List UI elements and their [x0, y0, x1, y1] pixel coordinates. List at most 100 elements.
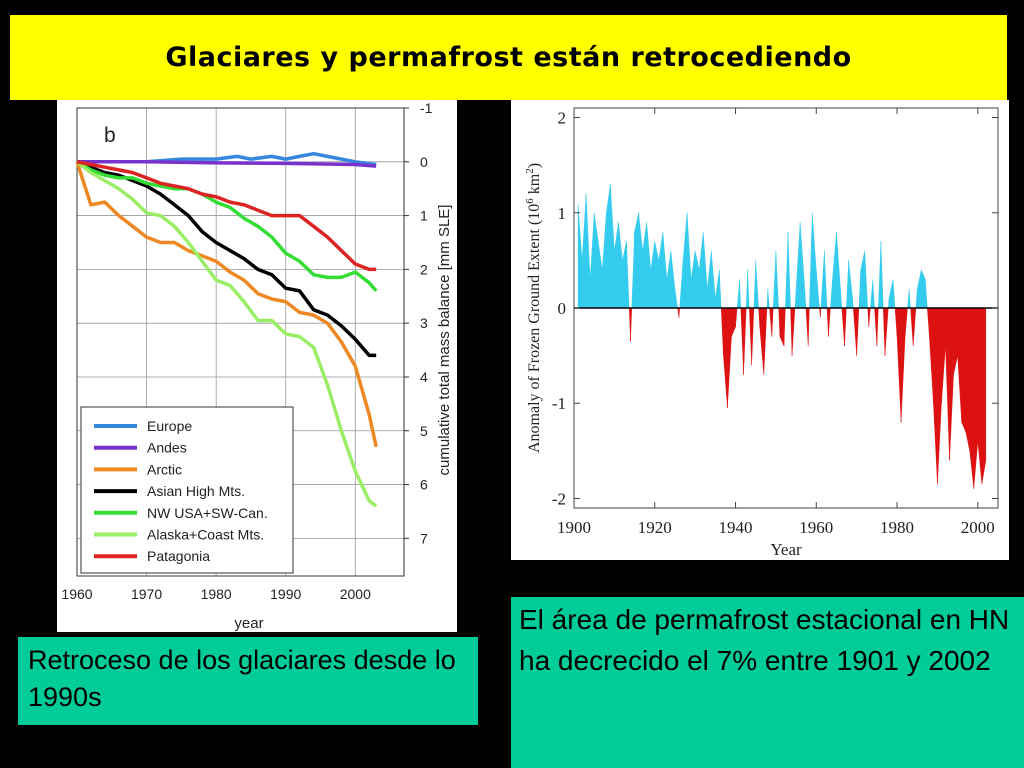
positive-anomaly-area [745, 269, 748, 309]
glacier-mass-balance-chart: b -1 0 1 2 3 4 5 6 7 1960 1970 1980 1990 2000 year c… [57, 100, 457, 632]
positive-anomaly-area [888, 279, 894, 309]
plot-frame [76, 107, 405, 577]
x-tick-label: 1960 [799, 518, 833, 537]
panel-label: b [104, 124, 116, 147]
negative-anomaly-area [937, 307, 942, 485]
x-tick-label: 1970 [131, 586, 162, 602]
negative-anomaly-area [720, 307, 724, 356]
positive-anomaly-area [870, 279, 874, 309]
negative-anomaly-area [826, 307, 829, 337]
positive-anomaly-area [915, 288, 918, 309]
negative-anomaly-area [783, 307, 786, 347]
positive-anomaly-area [816, 269, 820, 309]
legend-label: Patagonia [147, 548, 210, 564]
negative-anomaly-area [628, 307, 631, 342]
positive-anomaly-area [674, 288, 678, 309]
negative-anomaly-area [791, 307, 796, 356]
negative-anomaly-area [771, 307, 774, 337]
positive-anomaly-area [892, 279, 896, 309]
x-tick-label: 1980 [201, 586, 232, 602]
negative-anomaly-area [913, 307, 917, 347]
x-tick-labels: 1960 1970 1980 1990 2000 [61, 586, 371, 602]
positive-anomaly-area [581, 193, 587, 309]
negative-anomaly-area [927, 307, 930, 337]
series-line-arctic [75, 161, 378, 448]
positive-anomaly-area [852, 298, 854, 309]
negative-anomaly-area [965, 307, 970, 451]
positive-anomaly-area [690, 250, 696, 309]
negative-anomaly-area [969, 307, 974, 489]
y-tick-labels: 2 1 0 -1 -2 [552, 109, 998, 508]
title-banner: Glaciares y permafrost están retrocedien… [10, 15, 1007, 100]
negative-anomaly-area [763, 307, 768, 375]
positive-anomaly-area [707, 250, 712, 309]
negative-anomaly-area [740, 307, 744, 375]
positive-anomaly-area [846, 260, 849, 309]
positive-anomaly-area [787, 231, 791, 309]
positive-anomaly-area [832, 231, 837, 309]
x-tick-label: 2000 [340, 586, 371, 602]
y-tick-label: -1 [552, 394, 566, 413]
negative-anomaly-area [678, 307, 680, 318]
negative-anomaly-area [841, 307, 845, 347]
positive-anomaly-area [921, 269, 926, 309]
x-axis-label: Year [770, 540, 802, 559]
positive-anomaly-area [602, 212, 607, 309]
negative-anomaly-area [868, 307, 871, 328]
legend-label: Europe [147, 418, 192, 434]
y-tick-label: -1 [420, 100, 433, 116]
positive-anomaly-area [606, 184, 611, 309]
x-tick-label: 2000 [961, 518, 995, 537]
positive-anomaly-area [840, 288, 843, 309]
y-axis-label: cumulative total mass balance [mm SLE] [436, 205, 453, 476]
positive-anomaly-area [593, 212, 599, 309]
series-lines [75, 151, 378, 508]
negative-anomaly-area [778, 307, 781, 337]
x-tick-labels: 1900 1920 1940 1960 1980 2000 [557, 108, 995, 537]
positive-anomaly-area [703, 231, 708, 309]
negative-anomaly-area [749, 307, 752, 366]
positive-anomaly-area [610, 184, 615, 309]
positive-anomaly-area [618, 222, 623, 309]
negative-anomaly-area [779, 307, 785, 347]
positive-anomaly-area [662, 231, 668, 309]
negative-anomaly-area [727, 307, 732, 409]
positive-anomaly-area [812, 212, 817, 309]
positive-anomaly-area [698, 231, 704, 309]
negative-anomaly-area [759, 307, 764, 375]
x-axis-label: year [234, 615, 263, 632]
legend-label: NW USA+SW-Can. [147, 505, 268, 521]
positive-anomaly-area [925, 279, 928, 309]
negative-anomaly-area [769, 307, 773, 337]
positive-anomaly-area [585, 193, 591, 309]
positive-anomaly-area [799, 222, 805, 309]
positive-anomaly-area [614, 222, 619, 309]
positive-anomaly-area [864, 250, 868, 309]
anomaly-areas [577, 184, 987, 489]
positive-anomaly-area [824, 250, 828, 309]
positive-anomaly-area [642, 222, 647, 309]
caption-permafrost: El área de permafrost estacional en HN h… [511, 597, 1024, 768]
positive-anomaly-area [809, 212, 813, 309]
legend: Europe Andes Arctic Asian High Mts. NW USA+S… [80, 406, 294, 574]
y-tick-label: 6 [420, 477, 428, 493]
positive-anomaly-area [907, 288, 910, 309]
caption-glaciers: Retroceso de los glaciares desde lo 1990… [18, 637, 478, 725]
positive-anomaly-area [820, 250, 825, 309]
negative-anomaly-area [883, 307, 886, 356]
y-tick-label: 0 [420, 154, 428, 170]
negative-anomaly-area [677, 307, 680, 318]
negative-anomaly-area [844, 307, 847, 347]
positive-anomaly-area [878, 241, 882, 309]
y-tick-label: 0 [558, 299, 567, 318]
y-axis-label: Anomaly of Frozen Ground Extent (106 km2… [524, 163, 543, 453]
positive-anomaly-area [880, 241, 884, 309]
negative-anomaly-area [828, 307, 831, 337]
legend-label: Arctic [147, 461, 182, 477]
positive-anomaly-area [646, 222, 651, 309]
y-tick-label: -2 [552, 489, 566, 508]
x-tick-label: 1960 [61, 586, 92, 602]
positive-anomaly-area [830, 279, 833, 309]
positive-anomaly-area [753, 260, 756, 309]
negative-anomaly-area [910, 307, 914, 347]
